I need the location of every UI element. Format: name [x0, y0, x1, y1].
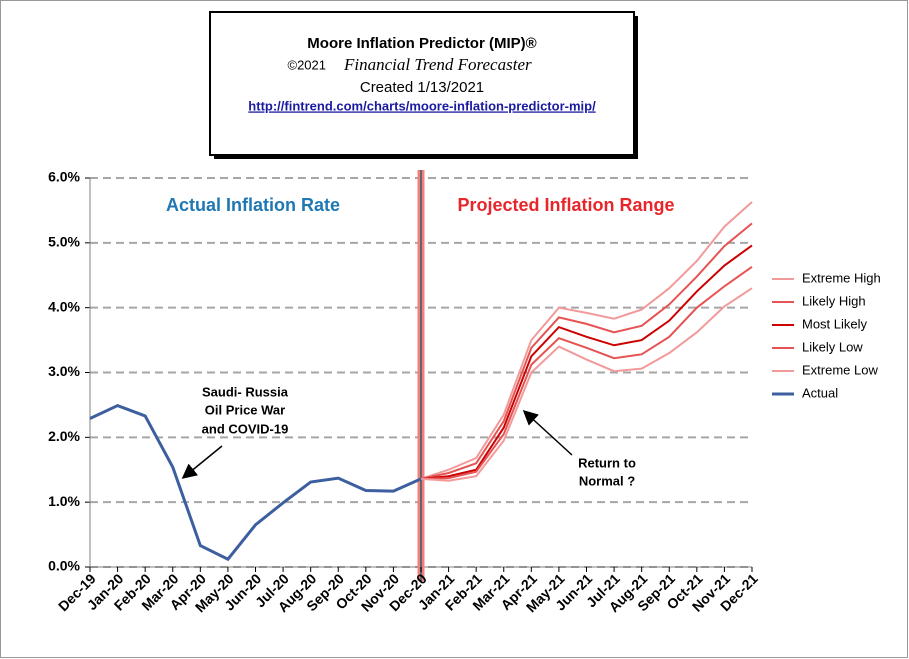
series-line: [420, 266, 753, 480]
series-line: [89, 403, 422, 562]
y-tick-label: 1.0%: [48, 493, 80, 509]
y-tick-label: 0.0%: [48, 558, 80, 574]
annotation: Normal ?: [579, 473, 635, 488]
annotation: Saudi- Russia: [202, 384, 289, 399]
legend-label: Most Likely: [802, 316, 868, 331]
y-tick-label: 5.0%: [48, 234, 80, 250]
series-line: [420, 244, 753, 480]
series-line: [420, 201, 753, 480]
series-line: [420, 287, 753, 482]
y-tick-label: 3.0%: [48, 363, 80, 379]
y-tick-label: 2.0%: [48, 428, 80, 444]
legend-label: Actual: [802, 385, 838, 400]
annotation: Return to: [578, 455, 636, 470]
annotation: Oil Price War: [205, 402, 285, 417]
annotation: Projected Inflation Range: [457, 195, 674, 215]
annotation: Actual Inflation Rate: [166, 195, 340, 215]
legend-label: Extreme High: [802, 270, 881, 285]
legend-label: Extreme Low: [802, 362, 878, 377]
subtitle-prefix: ©2021: [288, 57, 327, 72]
title-box: [209, 11, 635, 156]
annotation: and COVID-19: [202, 421, 289, 436]
created: Created 1/13/2021: [360, 79, 484, 96]
y-tick-label: 6.0%: [48, 169, 80, 185]
legend-label: Likely High: [802, 293, 866, 308]
y-tick-label: 4.0%: [48, 298, 80, 314]
series-line: [420, 222, 753, 480]
subtitle: Financial Trend Forecaster: [343, 55, 532, 74]
arrow: [522, 409, 573, 456]
link[interactable]: http://fintrend.com/charts/moore-inflati…: [248, 98, 596, 113]
chart-title: Moore Inflation Predictor (MIP)®: [307, 35, 536, 52]
legend-label: Likely Low: [802, 339, 863, 354]
arrow: [181, 445, 223, 479]
